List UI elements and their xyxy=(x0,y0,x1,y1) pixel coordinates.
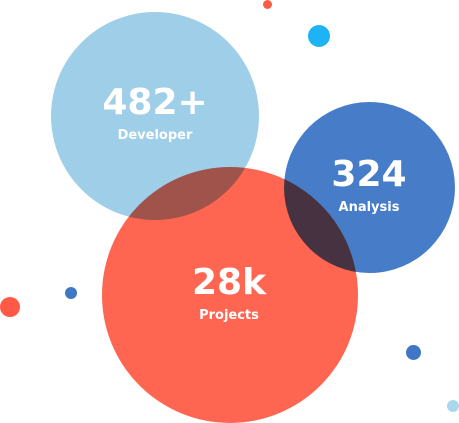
developer-stat: 482+ Developer xyxy=(102,83,207,145)
decorative-dot-blue-left xyxy=(65,287,77,299)
analysis-bubble xyxy=(284,102,455,273)
decorative-dot-red-top xyxy=(263,0,272,9)
decorative-dot-blue-right xyxy=(406,345,421,360)
developer-value: 482+ xyxy=(102,82,208,123)
decorative-dot-red-left xyxy=(0,297,20,317)
projects-label: Projects xyxy=(199,308,259,323)
analysis-value: 324 xyxy=(331,154,407,195)
decorative-dot-pale-blue xyxy=(447,400,459,412)
projects-stat: 28k Projects xyxy=(192,263,266,325)
analysis-stat: 324 Analysis xyxy=(331,155,406,217)
analysis-label: Analysis xyxy=(338,200,400,215)
projects-value: 28k xyxy=(191,262,267,303)
developer-label: Developer xyxy=(117,128,193,143)
decorative-dot-cyan xyxy=(308,25,330,47)
